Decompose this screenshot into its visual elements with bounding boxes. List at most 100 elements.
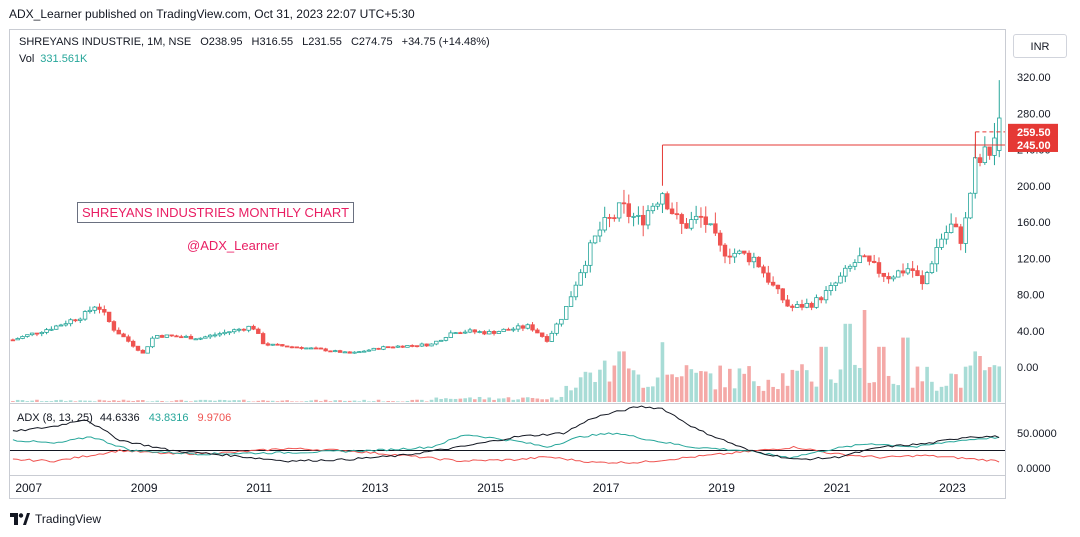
publisher-line: ADX_Learner published on TradingView.com… bbox=[9, 7, 415, 21]
volume-bar bbox=[631, 370, 636, 402]
candle-body bbox=[342, 351, 348, 354]
price-tick-label: 320.00 bbox=[1017, 72, 1051, 84]
candle-body bbox=[198, 337, 203, 340]
candle-body bbox=[660, 193, 665, 205]
candle-body bbox=[405, 345, 410, 348]
volume-bar bbox=[261, 400, 265, 402]
volume-value: 331.561K bbox=[40, 53, 88, 65]
volume-bar bbox=[11, 401, 15, 402]
candle-body bbox=[217, 333, 222, 336]
volume-bar bbox=[78, 400, 83, 402]
volume-bar bbox=[328, 401, 333, 402]
symbol-header: SHREYANS INDUSTRIE, 1M, NSE O238.95 H316… bbox=[19, 36, 496, 48]
candle-body bbox=[371, 347, 376, 351]
volume-bar bbox=[617, 351, 621, 402]
candle-body bbox=[25, 334, 30, 337]
candle-body bbox=[847, 265, 853, 269]
volume-bar bbox=[150, 401, 155, 402]
candle-body bbox=[674, 213, 680, 216]
volume-bar bbox=[670, 374, 674, 402]
volume-bar bbox=[131, 401, 135, 402]
volume-bar bbox=[732, 388, 737, 402]
volume-bar bbox=[521, 397, 525, 402]
level-price-badge bbox=[1008, 123, 1058, 139]
candle-body bbox=[304, 347, 309, 350]
volume-bar bbox=[598, 369, 602, 402]
candle-body bbox=[87, 309, 93, 312]
volume-bar bbox=[838, 369, 843, 402]
volume-bar bbox=[602, 360, 607, 402]
volume-bar bbox=[728, 368, 732, 402]
candle-body bbox=[366, 349, 372, 352]
level-price-label: 245.00 bbox=[1017, 140, 1051, 152]
candle-body bbox=[896, 270, 901, 278]
volume-bar bbox=[646, 386, 650, 402]
volume-bar bbox=[814, 386, 819, 402]
candle-body bbox=[111, 321, 117, 331]
candle-body bbox=[722, 244, 728, 257]
candle-body bbox=[44, 329, 49, 333]
volume-label[interactable]: Vol bbox=[19, 53, 35, 65]
currency-button[interactable]: INR bbox=[1013, 34, 1067, 58]
candle-body bbox=[477, 331, 482, 333]
candle-body bbox=[549, 332, 554, 342]
candle-body bbox=[299, 347, 304, 349]
candle-body bbox=[183, 335, 189, 338]
volume-bar bbox=[593, 381, 597, 402]
candle-body bbox=[328, 350, 333, 353]
candle-body bbox=[809, 302, 814, 308]
candle-body bbox=[188, 335, 194, 340]
candle-body bbox=[655, 203, 660, 207]
candle-body bbox=[992, 137, 997, 156]
price-tick-label: 80.00 bbox=[1017, 290, 1045, 302]
chart-annotation-title[interactable]: SHREYANS INDUSTRIES MONTHLY CHART bbox=[77, 202, 355, 223]
volume-bar bbox=[319, 401, 323, 402]
time-tick-label: 2021 bbox=[824, 481, 851, 495]
footer-brand[interactable]: TradingView bbox=[10, 512, 101, 526]
candle-body bbox=[929, 263, 935, 274]
volume-bar bbox=[468, 397, 472, 402]
candle-body bbox=[203, 336, 208, 339]
candle-body bbox=[352, 351, 357, 354]
volume-bar bbox=[477, 396, 482, 402]
candle-body bbox=[462, 331, 468, 334]
time-tick-label: 2015 bbox=[477, 481, 504, 495]
volume-bar bbox=[574, 387, 578, 402]
volume-bar bbox=[790, 369, 795, 402]
volume-bar bbox=[35, 399, 39, 402]
candle-body bbox=[482, 331, 487, 335]
volume-bar bbox=[266, 400, 270, 402]
symbol-name[interactable]: SHREYANS INDUSTRIE, 1M, NSE bbox=[19, 36, 192, 48]
candle-body bbox=[251, 325, 256, 330]
volume-bar bbox=[160, 400, 164, 402]
volume-bar bbox=[213, 400, 217, 402]
volume-bar bbox=[227, 400, 232, 402]
volume-bar bbox=[901, 337, 905, 402]
volume-bar bbox=[761, 390, 766, 402]
volume-bar bbox=[819, 346, 824, 402]
candle-body bbox=[732, 252, 737, 258]
candle-body bbox=[78, 318, 83, 321]
volume-bar bbox=[930, 381, 934, 402]
chart-annotation-handle[interactable]: @ADX_Learner bbox=[187, 238, 279, 253]
candle-body bbox=[381, 346, 386, 350]
volume-bar bbox=[222, 400, 227, 402]
ohlc-open: O238.95 bbox=[200, 36, 243, 48]
candle-body bbox=[520, 325, 526, 329]
candle-body bbox=[491, 331, 497, 334]
candle-body bbox=[554, 323, 559, 334]
volume-bar bbox=[434, 397, 439, 402]
volume-bar bbox=[30, 400, 34, 402]
volume-bar bbox=[386, 400, 390, 402]
adx-label[interactable]: ADX (8, 13, 25) bbox=[17, 412, 93, 424]
candle-body bbox=[597, 229, 603, 237]
volume-bar bbox=[396, 401, 400, 402]
volume-bar bbox=[776, 389, 780, 402]
volume-bar bbox=[169, 401, 174, 402]
volume-bar bbox=[314, 399, 318, 402]
volume-bar bbox=[25, 401, 30, 402]
volume-bar bbox=[612, 365, 617, 402]
candle-body bbox=[977, 157, 983, 163]
volume-bar bbox=[88, 400, 92, 402]
candle-body bbox=[385, 346, 391, 349]
